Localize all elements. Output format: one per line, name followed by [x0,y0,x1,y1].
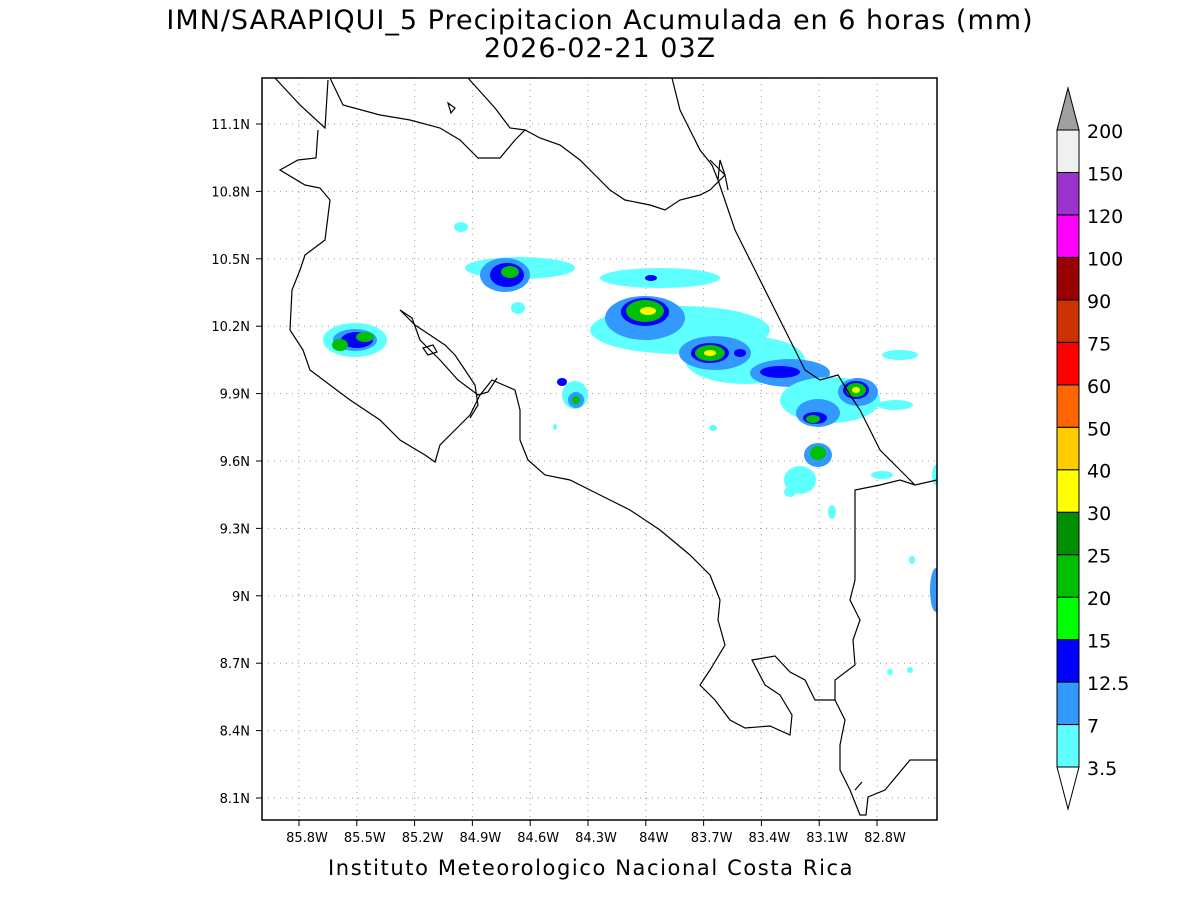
lon-tick-label: 83.4W [748,831,790,846]
latitude-axis: 11.1N 10.8N 10.5N 10.2N 9.9N 9.6N 9.3N 9N 8.7N 8.… [211,118,262,807]
colorbar-swatch [1056,639,1080,683]
colorbar-swatch [1056,681,1080,726]
colorbar-level-label: 120 [1087,206,1123,228]
colorbar-level-label: 75 [1087,333,1111,355]
lon-tick-label: 85.8W [286,831,328,846]
colorbar-swatch [1056,256,1080,301]
country-borders [329,78,916,791]
colorbar-level-label: 12.5 [1087,673,1129,695]
lat-tick-label: 8.7N [220,657,250,672]
colorbar-swatch [1056,384,1080,428]
lon-tick-label: 84.6W [517,831,559,846]
lat-tick-label: 10.2N [211,320,250,335]
colorbar-swatch [1056,596,1080,641]
colorbar-level-label: 7 [1087,716,1099,738]
lat-tick-label: 9.3N [220,522,250,537]
coastline [274,78,937,816]
colorbar-level-label: 25 [1087,546,1111,568]
colorbar-swatch [1056,341,1080,386]
colorbar-level-label: 20 [1087,588,1111,610]
colorbar-swatch [1056,554,1080,598]
lon-tick-label: 85.5W [344,831,386,846]
colorbar-level-label: 60 [1087,376,1111,398]
lon-tick-label: 84.9W [459,831,501,846]
colorbar-legend: 3.5 7 12.5 15 20 25 30 40 50 60 75 90 100 120 150 200 [1056,86,1129,811]
lon-tick-label: 83.7W [691,831,733,846]
colorbar-swatch [1056,171,1080,216]
lon-tick-label: 83.1W [806,831,848,846]
lat-tick-label: 10.5N [211,253,250,268]
colorbar-level-label: 15 [1087,631,1111,653]
colorbar-swatch [1056,469,1080,513]
colorbar-swatch [1056,299,1080,343]
lon-tick-label: 85.2W [402,831,444,846]
colorbar-swatch [1056,511,1080,556]
footer-credit: Instituto Meteorologico Nacional Costa R… [328,856,855,880]
lat-tick-label: 9N [232,590,250,605]
colorbar-level-label: 90 [1087,291,1111,313]
lat-tick-label: 9.9N [220,388,250,403]
map-subtitle: 2026-02-21 03Z [483,33,717,64]
colorbar-level-label: 30 [1087,503,1111,525]
precipitation-field [323,222,937,675]
lon-tick-label: 84W [639,831,669,846]
map-title: IMN/SARAPIQUI_5 Precipitacion Acumulada … [166,5,1034,36]
colorbar-max-arrow [1056,86,1080,131]
lat-tick-label: 11.1N [211,118,250,133]
lon-tick-label: 84.3W [575,831,617,846]
lat-tick-label: 9.6N [220,455,250,470]
lat-tick-label: 10.8N [211,185,250,200]
colorbar-swatch [1056,426,1080,471]
colorbar-level-label: 200 [1087,121,1123,143]
longitude-axis: 85.8W 85.5W 85.2W 84.9W 84.6W 84.3W 84W 83.7W 83… [286,820,906,846]
colorbar-level-label: 100 [1087,248,1123,270]
colorbar-min-arrow [1056,766,1080,811]
lon-tick-label: 82.8W [864,831,906,846]
lat-tick-label: 8.4N [220,725,250,740]
map-frame [261,77,938,821]
colorbar-level-label: 40 [1087,461,1111,483]
colorbar-swatch [1056,724,1080,768]
lat-tick-label: 8.1N [220,792,250,807]
colorbar-level-label: 50 [1087,418,1111,440]
colorbar-level-label: 3.5 [1087,758,1117,780]
colorbar-swatch [1056,214,1080,258]
map-gridlines [262,78,937,820]
colorbar-level-label: 150 [1087,163,1123,185]
colorbar-swatch [1056,129,1080,173]
